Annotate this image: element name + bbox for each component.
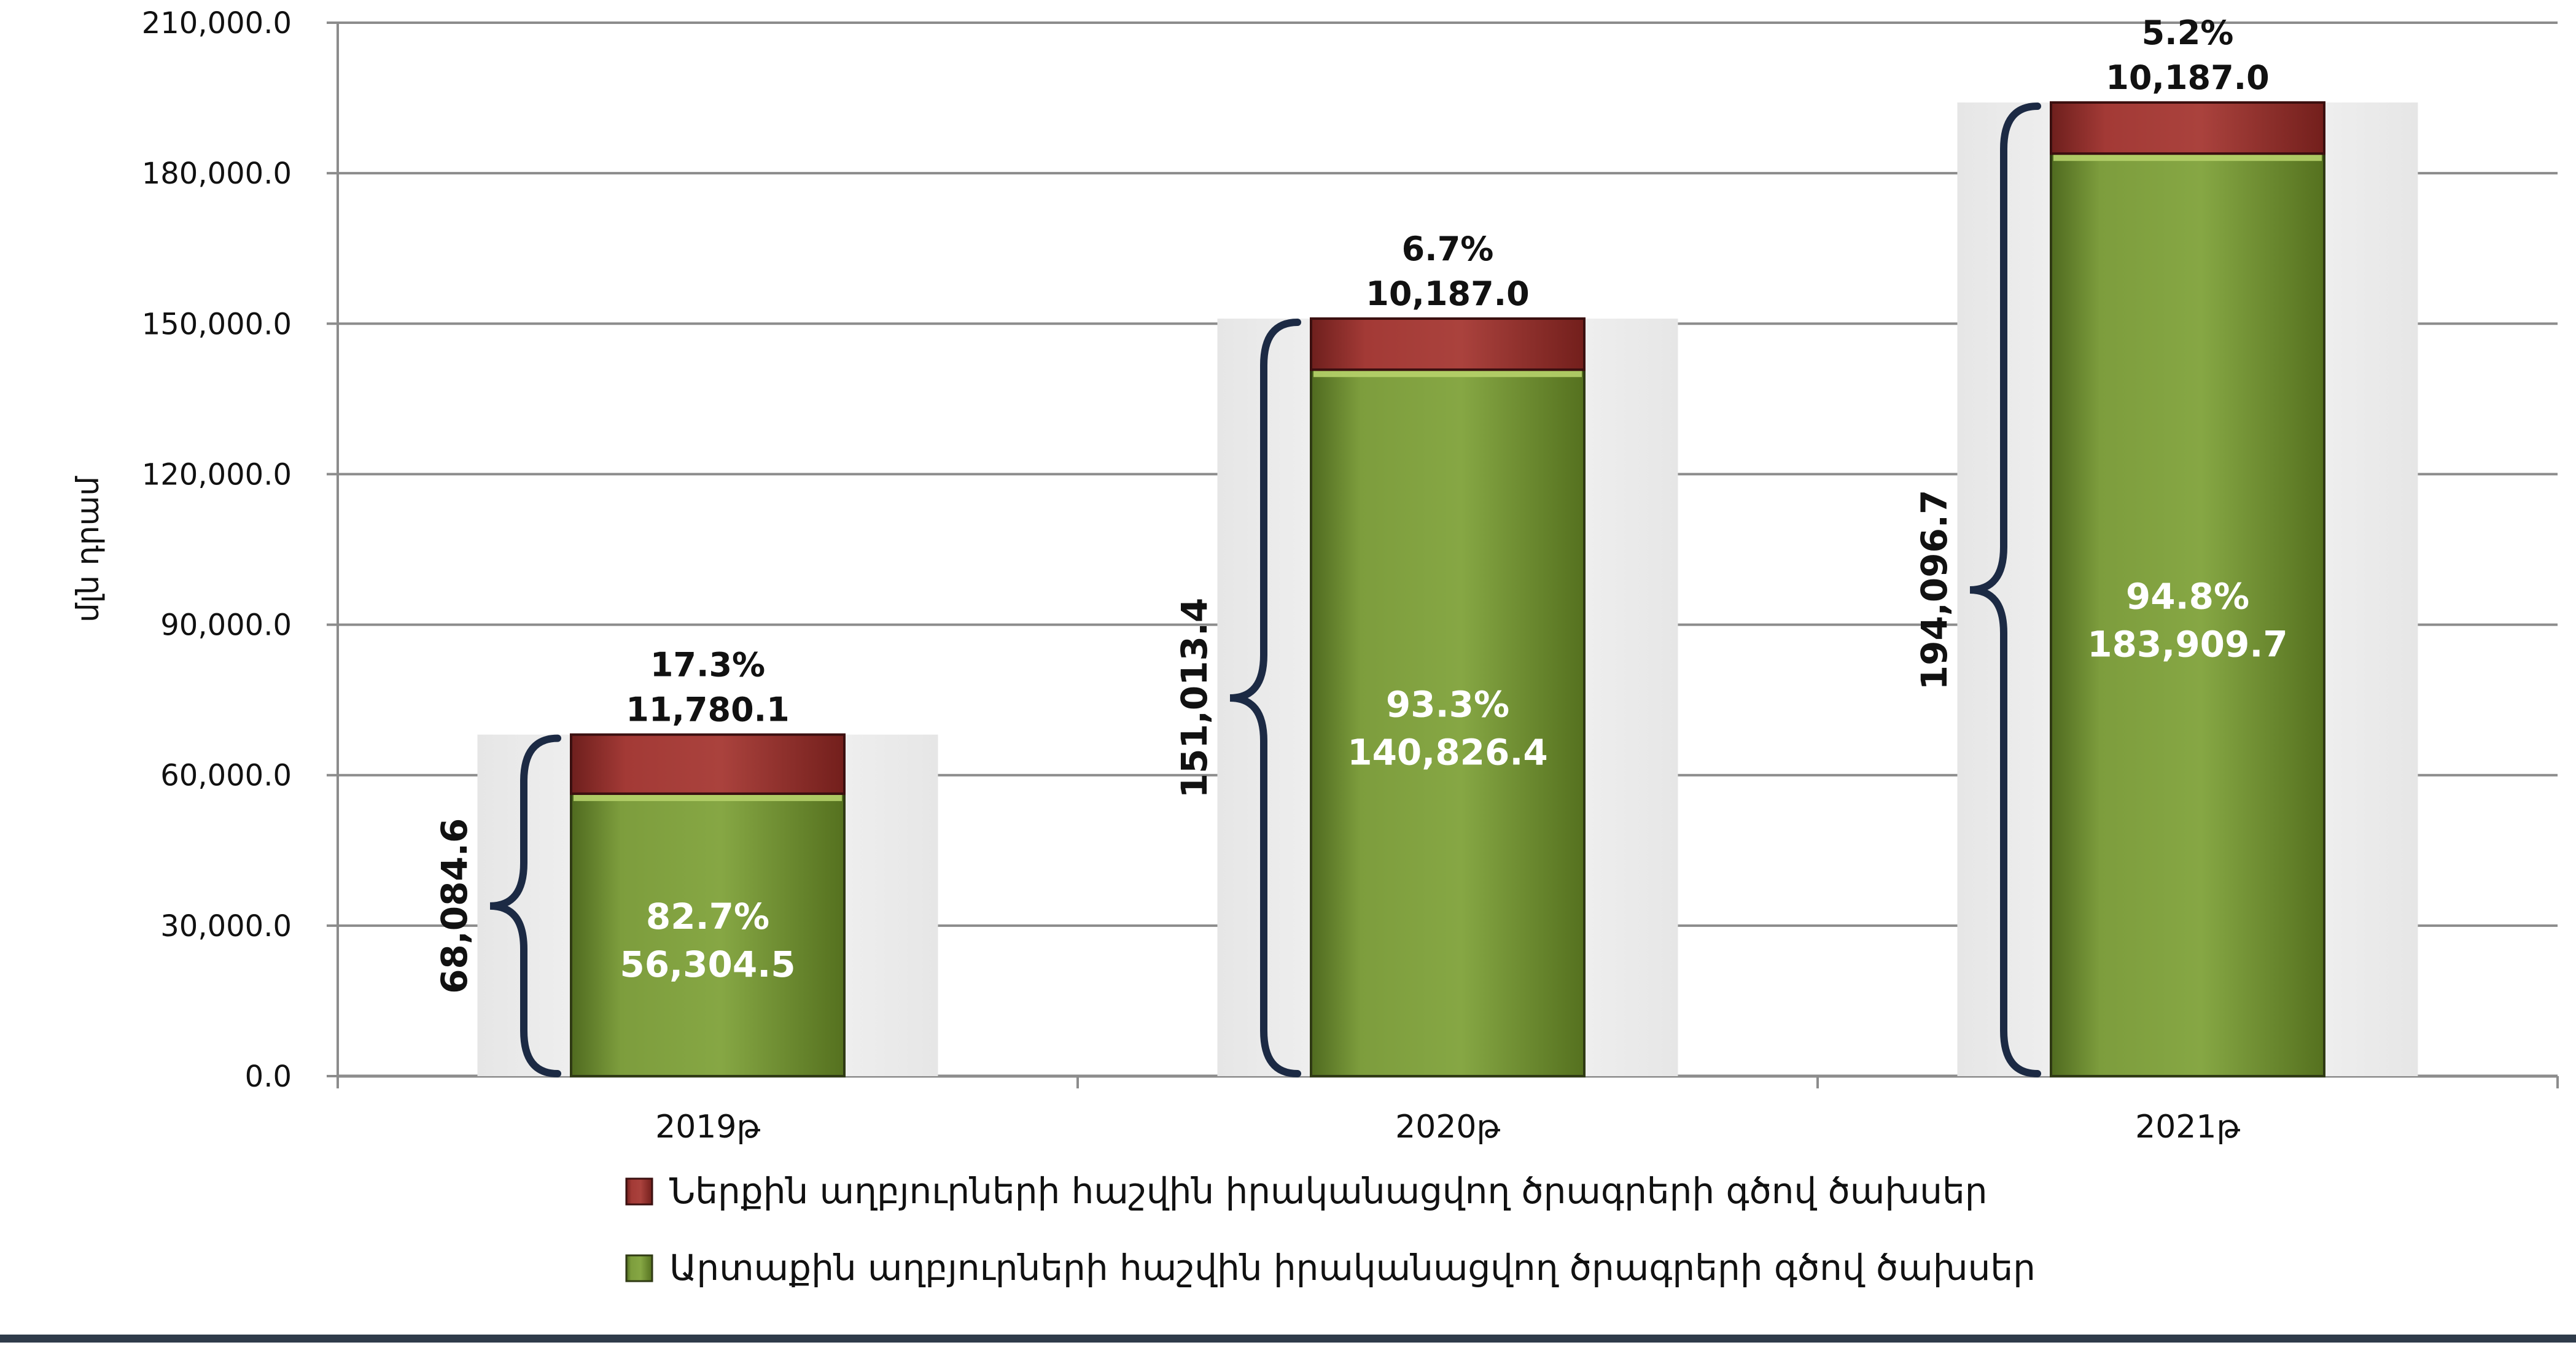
total-label: 68,084.6	[434, 818, 475, 994]
total-label: 194,096.7	[1913, 490, 1955, 691]
bar-external-sources	[570, 792, 846, 1077]
data-label-external-value: 56,304.5	[620, 944, 795, 985]
bar-highlight	[2053, 155, 2322, 161]
data-label-internal-value: 10,187.0	[2106, 58, 2269, 97]
data-label-internal-value: 10,187.0	[1366, 274, 1529, 313]
y-tick-label: 150,000.0	[142, 307, 292, 341]
brace	[1969, 102, 2041, 1077]
bar-external-sources	[1310, 368, 1586, 1077]
x-tick-label: 2019թ	[655, 1109, 760, 1145]
x-tick-label: 2020թ	[1395, 1109, 1500, 1145]
data-label-external-value: 183,909.7	[2087, 624, 2288, 665]
y-tick-label: 210,000.0	[142, 6, 292, 41]
x-tick-label: 2021թ	[2135, 1109, 2240, 1145]
bar-highlight	[574, 794, 842, 801]
y-tick-label: 60,000.0	[160, 759, 292, 793]
bar-internal-sources	[1310, 317, 1586, 371]
data-label-internal-value: 11,780.1	[626, 691, 789, 729]
brace	[1229, 319, 1301, 1077]
bar-highlight	[1313, 371, 1582, 378]
bar-internal-sources	[2050, 101, 2325, 155]
legend-internal-swatch	[625, 1177, 653, 1206]
data-label-external-percent: 82.7%	[646, 896, 769, 937]
legend-internal-label: Ներքին աղբյուրների հաշվին իրականացվող ծր…	[669, 1170, 1987, 1212]
data-label-internal-percent: 17.3%	[650, 646, 765, 684]
y-tick-label: 90,000.0	[160, 608, 292, 643]
y-axis-title: մլն դրամ	[70, 476, 106, 622]
bar-internal-sources	[570, 733, 846, 795]
brace	[489, 734, 561, 1077]
y-tick-label: 120,000.0	[142, 457, 292, 492]
data-label-external-value: 140,826.4	[1347, 732, 1548, 773]
total-label: 151,013.4	[1173, 598, 1215, 799]
y-tick-label: 0.0	[245, 1060, 292, 1094]
data-label-internal-percent: 6.7%	[1402, 230, 1494, 268]
y-tick-label: 180,000.0	[142, 157, 292, 191]
bottom-border	[0, 1335, 2576, 1343]
data-label-external-percent: 94.8%	[2126, 576, 2249, 618]
data-label-internal-percent: 5.2%	[2142, 14, 2234, 52]
bar-external-sources	[2050, 152, 2325, 1077]
data-label-external-percent: 93.3%	[1386, 684, 1509, 726]
legend-external-label: Արտաքին աղբյուրների հաշվին իրականացվող ծ…	[669, 1247, 2036, 1289]
y-tick-label: 30,000.0	[160, 909, 292, 944]
legend-external-swatch	[625, 1254, 653, 1282]
